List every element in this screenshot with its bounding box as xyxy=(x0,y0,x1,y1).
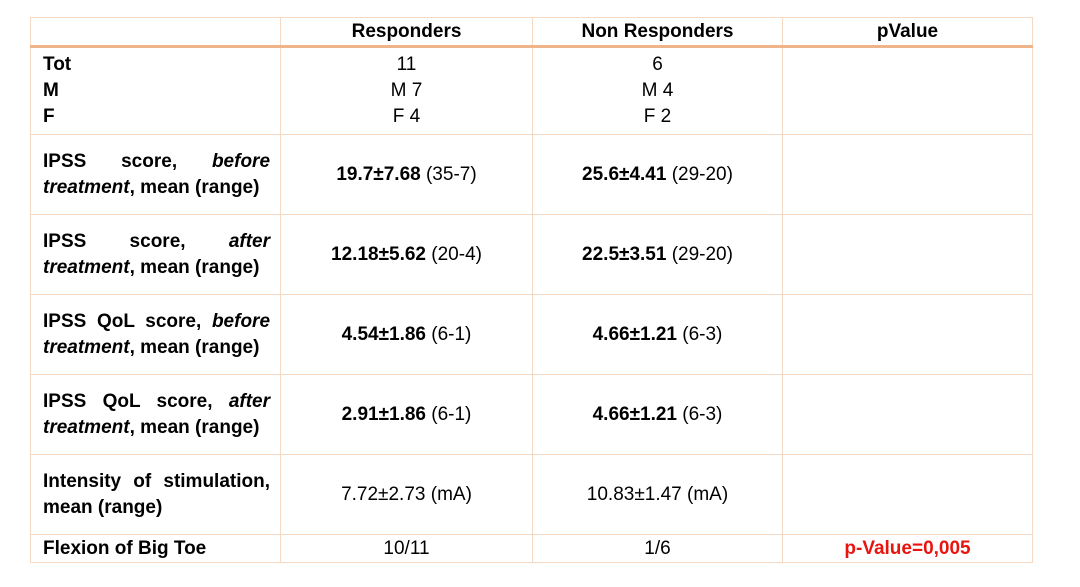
row: Intensity of stimulation, mean (range) 7.… xyxy=(30,454,1033,535)
label-cell: Flexion of Big Toe xyxy=(30,534,281,563)
cell: 10.83±1.47 (mA) xyxy=(532,454,783,535)
mean-sd: 4.54±1.86 xyxy=(341,323,426,345)
label-italic: before treatment xyxy=(43,310,271,358)
value: 7.72±2.73 (mA) xyxy=(341,483,472,505)
header-row: Responders Non Responders pValue xyxy=(30,17,1033,48)
label-italic: after treatment xyxy=(43,390,270,438)
row: Tot M F 11 M 7 F 4 6 M 4 F 2 xyxy=(30,46,1033,135)
label: , mean (range) xyxy=(129,176,260,198)
cell xyxy=(782,294,1033,375)
cell xyxy=(782,46,1033,135)
label: M xyxy=(43,80,59,101)
label: , mean (range) xyxy=(129,336,260,358)
value: 10/11 xyxy=(383,537,430,559)
cell: 2.91±1.86 (6-1) xyxy=(280,374,533,455)
header-cell: Responders xyxy=(280,17,533,48)
row: Flexion of Big Toe 10/11 1/6 p-Value=0,005 xyxy=(30,534,1033,563)
range: (20-4) xyxy=(431,243,482,265)
value: 11 xyxy=(396,54,417,75)
mean-sd: 4.66±1.21 xyxy=(592,403,677,425)
label-italic: after treatment xyxy=(43,230,270,278)
cell: 4.66±1.21 (6-3) xyxy=(532,374,783,455)
label-cell: IPSS QoL score, after treatment, mean (r… xyxy=(30,374,281,455)
value: 6 xyxy=(652,54,663,75)
value: 1/6 xyxy=(644,537,671,559)
label: IPSS QoL score, xyxy=(43,390,213,412)
cell: 11 M 7 F 4 xyxy=(280,46,533,135)
cell xyxy=(782,134,1033,215)
range: (29-20) xyxy=(671,163,733,185)
cell: 6 M 4 F 2 xyxy=(532,46,783,135)
label-italic: before treatment xyxy=(43,150,271,198)
cell xyxy=(782,454,1033,535)
label: F xyxy=(43,106,55,127)
header-cell: pValue xyxy=(782,17,1033,48)
range: (6-1) xyxy=(431,403,472,425)
cell: 1/6 xyxy=(532,534,783,563)
label-cell: Intensity of stimulation, mean (range) xyxy=(30,454,281,535)
mean-sd: 22.5±3.51 xyxy=(582,243,667,265)
row: IPSS score, before treatment, mean (rang… xyxy=(30,134,1033,215)
range: (35-7) xyxy=(425,163,477,185)
value: M 7 xyxy=(390,80,423,101)
cell: 7.72±2.73 (mA) xyxy=(280,454,533,535)
value: F 4 xyxy=(392,106,421,127)
cell xyxy=(782,374,1033,455)
label: Tot xyxy=(43,54,72,75)
label-cell: IPSS score, before treatment, mean (rang… xyxy=(30,134,281,215)
label: IPSS score, xyxy=(43,150,178,172)
data-table: Responders Non Responders pValue Tot M F 1… xyxy=(30,17,1033,563)
label-cell: Tot M F xyxy=(30,46,281,135)
value: F 2 xyxy=(643,106,672,127)
range: (6-3) xyxy=(682,403,723,425)
cell: 4.54±1.86 (6-1) xyxy=(280,294,533,375)
cell: 22.5±3.51 (29-20) xyxy=(532,214,783,295)
cell xyxy=(782,214,1033,295)
label: IPSS QoL score, xyxy=(43,310,202,332)
label: Flexion of Big Toe xyxy=(43,537,207,559)
row: IPSS QoL score, after treatment, mean (r… xyxy=(30,374,1033,455)
mean-sd: 19.7±7.68 xyxy=(336,163,421,185)
range: (6-1) xyxy=(431,323,472,345)
mean-sd: 25.6±4.41 xyxy=(582,163,667,185)
label: , mean (range) xyxy=(129,416,260,438)
range: (29-20) xyxy=(671,243,733,265)
mean-sd: 4.66±1.21 xyxy=(592,323,677,345)
mean-sd: 2.91±1.86 xyxy=(341,403,426,425)
label-cell: IPSS QoL score, before treatment, mean (… xyxy=(30,294,281,375)
cell: p-Value=0,005 xyxy=(782,534,1033,563)
row: IPSS QoL score, before treatment, mean (… xyxy=(30,294,1033,375)
cell: 19.7±7.68 (35-7) xyxy=(280,134,533,215)
cell: 4.66±1.21 (6-3) xyxy=(532,294,783,375)
cell: 25.6±4.41 (29-20) xyxy=(532,134,783,215)
value: 10.83±1.47 (mA) xyxy=(586,483,729,505)
p-value: p-Value=0,005 xyxy=(844,537,971,559)
mean-sd: 12.18±5.62 xyxy=(331,243,426,265)
label: Intensity of stimulation, mean (range) xyxy=(43,470,270,518)
header-cell: Non Responders xyxy=(532,17,783,48)
label: , mean (range) xyxy=(129,256,260,278)
range: (6-3) xyxy=(682,323,723,345)
row: IPSS score, after treatment, mean (range… xyxy=(30,214,1033,295)
cell: 12.18±5.62 (20-4) xyxy=(280,214,533,295)
value: M 4 xyxy=(641,80,674,101)
cell: 10/11 xyxy=(280,534,533,563)
label: IPSS score, xyxy=(43,230,186,252)
header-cell xyxy=(30,17,281,48)
label-cell: IPSS score, after treatment, mean (range… xyxy=(30,214,281,295)
